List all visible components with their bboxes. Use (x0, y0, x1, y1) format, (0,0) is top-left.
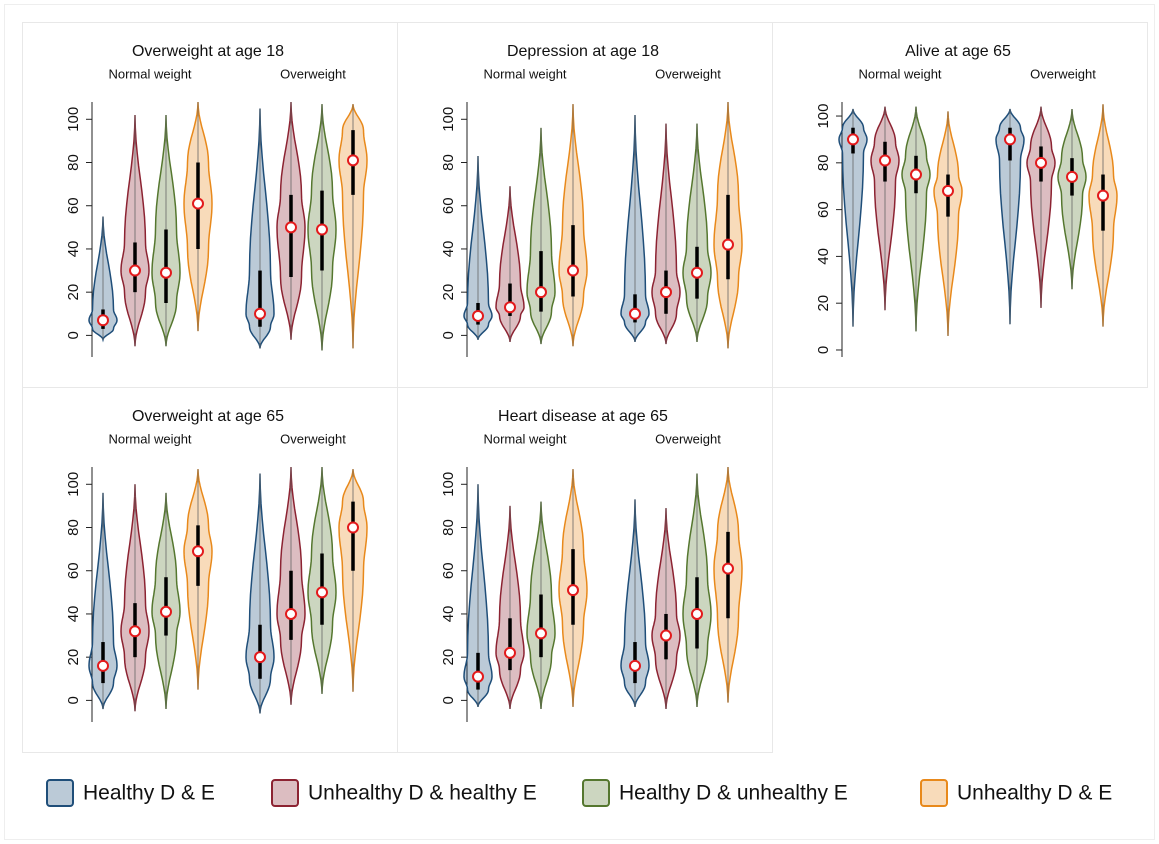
legend-swatch (920, 779, 948, 807)
median-marker (629, 307, 641, 320)
median-marker (192, 545, 204, 558)
legend-label: Unhealthy D & E (957, 782, 1112, 805)
y-tick-label: 60 (65, 562, 82, 579)
panel-title: Overweight at age 18 (132, 43, 284, 60)
panel-title: Heart disease at age 65 (498, 408, 668, 425)
legend-swatch (271, 779, 299, 807)
y-tick-label: 100 (65, 107, 82, 132)
median-marker (316, 586, 328, 599)
group-label: Normal weight (483, 66, 566, 81)
median-marker (192, 197, 204, 210)
group-label: Normal weight (108, 431, 191, 446)
median-marker (847, 133, 859, 146)
y-tick-label: 0 (815, 346, 832, 354)
y-tick-label: 100 (440, 107, 457, 132)
median-marker (285, 221, 297, 234)
median-marker (1097, 189, 1109, 202)
y-tick-label: 100 (815, 104, 832, 129)
median-marker (254, 307, 266, 320)
median-marker (160, 266, 172, 279)
median-marker (504, 301, 516, 314)
median-marker (160, 605, 172, 618)
median-marker (472, 309, 484, 322)
median-marker (691, 266, 703, 279)
y-tick-label: 80 (440, 519, 457, 536)
median-marker (347, 521, 359, 534)
median-marker (97, 314, 109, 327)
median-marker (942, 184, 954, 197)
median-marker (910, 168, 922, 181)
median-marker (879, 154, 891, 167)
median-marker (660, 629, 672, 642)
median-marker (629, 659, 641, 672)
y-tick-label: 0 (65, 696, 82, 704)
y-tick-label: 20 (815, 295, 832, 312)
y-tick-label: 80 (815, 154, 832, 171)
group-label: Normal weight (483, 431, 566, 446)
y-tick-label: 0 (440, 331, 457, 339)
median-marker (316, 223, 328, 236)
median-marker (129, 625, 141, 638)
y-tick-label: 60 (440, 562, 457, 579)
y-tick-label: 100 (65, 472, 82, 497)
group-label: Overweight (655, 431, 721, 446)
median-marker (1004, 133, 1016, 146)
legend-label: Healthy D & E (83, 782, 215, 805)
y-tick-label: 20 (440, 649, 457, 666)
y-tick-label: 60 (815, 201, 832, 218)
y-tick-label: 60 (440, 197, 457, 214)
median-marker (567, 584, 579, 597)
median-marker (722, 238, 734, 251)
median-marker (660, 286, 672, 299)
median-marker (535, 627, 547, 640)
median-marker (567, 264, 579, 277)
panel-title: Depression at age 18 (507, 43, 659, 60)
group-label: Overweight (1030, 66, 1096, 81)
median-marker (1066, 170, 1078, 183)
group-label: Normal weight (108, 66, 191, 81)
median-marker (254, 651, 266, 664)
y-tick-label: 0 (440, 696, 457, 704)
y-tick-label: 40 (65, 606, 82, 623)
y-tick-label: 20 (65, 284, 82, 301)
y-tick-label: 80 (65, 519, 82, 536)
y-tick-label: 40 (440, 606, 457, 623)
y-tick-label: 20 (440, 284, 457, 301)
panel-frame (397, 22, 773, 388)
median-marker (472, 670, 484, 683)
median-marker (97, 659, 109, 672)
y-tick-label: 20 (65, 649, 82, 666)
median-marker (1035, 156, 1047, 169)
y-tick-label: 40 (440, 241, 457, 258)
legend-label: Unhealthy D & healthy E (308, 782, 537, 805)
median-marker (129, 264, 141, 277)
group-label: Normal weight (858, 66, 941, 81)
legend-swatch (46, 779, 74, 807)
group-label: Overweight (280, 66, 346, 81)
y-tick-label: 80 (65, 154, 82, 171)
median-marker (347, 154, 359, 167)
group-label: Overweight (280, 431, 346, 446)
y-tick-label: 80 (440, 154, 457, 171)
y-tick-label: 0 (65, 331, 82, 339)
median-marker (285, 607, 297, 620)
panel-title: Alive at age 65 (905, 43, 1011, 60)
panel-title: Overweight at age 65 (132, 408, 284, 425)
median-marker (535, 286, 547, 299)
y-tick-label: 60 (65, 197, 82, 214)
median-marker (722, 562, 734, 575)
median-marker (691, 607, 703, 620)
legend-label: Healthy D & unhealthy E (619, 782, 848, 805)
legend-swatch (582, 779, 610, 807)
y-tick-label: 40 (65, 241, 82, 258)
y-tick-label: 40 (815, 248, 832, 265)
y-tick-label: 100 (440, 472, 457, 497)
group-label: Overweight (655, 66, 721, 81)
panel-frame (22, 22, 398, 388)
median-marker (504, 646, 516, 659)
